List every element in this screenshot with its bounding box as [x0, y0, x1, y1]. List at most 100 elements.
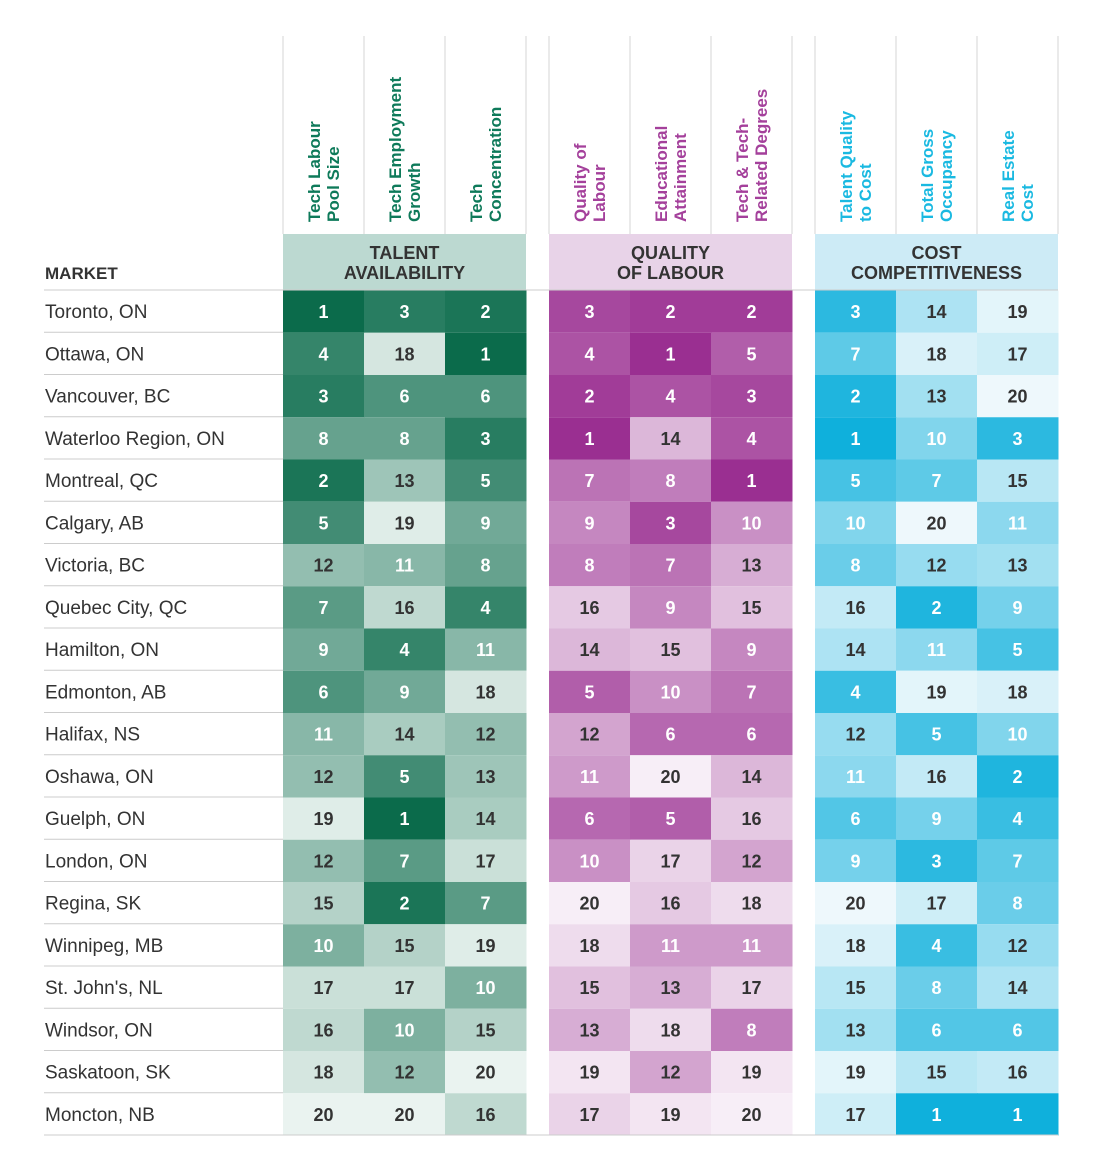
rank-value: 8	[850, 556, 860, 576]
rank-value: 19	[394, 513, 414, 533]
rank-cell	[896, 586, 978, 629]
rank-value: 20	[741, 1105, 761, 1125]
rank-value: 7	[1012, 851, 1022, 871]
rank-value: 6	[931, 1020, 941, 1040]
rank-cell	[977, 966, 1059, 1009]
rank-value: 12	[579, 725, 599, 745]
rank-value: 9	[399, 682, 409, 702]
rank-cell	[630, 882, 712, 925]
rank-cell	[711, 628, 793, 671]
rank-cell	[630, 375, 712, 418]
rank-cell	[445, 586, 527, 629]
rank-cell	[630, 417, 712, 460]
rank-cell	[977, 1093, 1059, 1136]
rank-cell	[283, 713, 365, 756]
rank-cell	[549, 459, 631, 502]
rank-value: 13	[660, 978, 680, 998]
rank-value: 17	[475, 851, 495, 871]
rank-value: 20	[926, 513, 946, 533]
rank-value: 7	[850, 344, 860, 364]
rank-cell	[815, 417, 897, 460]
rank-cell	[815, 1051, 897, 1094]
rank-cell	[364, 713, 446, 756]
rank-cell	[815, 713, 897, 756]
market-label: Quebec City, QC	[45, 598, 187, 619]
rank-value: 11	[1008, 513, 1027, 533]
rank-cell	[977, 1008, 1059, 1051]
rank-value: 12	[475, 725, 495, 745]
rank-value: 8	[318, 429, 328, 449]
rank-cell	[977, 375, 1059, 418]
rank-cell	[977, 501, 1059, 544]
rank-value: 15	[926, 1063, 946, 1083]
rank-value: 16	[1007, 1063, 1027, 1083]
rank-cell	[977, 713, 1059, 756]
rank-cell	[815, 1093, 897, 1136]
rank-cell	[896, 375, 978, 418]
rank-cell	[896, 713, 978, 756]
rank-cell	[977, 544, 1059, 587]
rank-cell	[364, 1093, 446, 1136]
rank-value: 20	[1007, 387, 1027, 407]
rank-value: 2	[399, 894, 409, 914]
market-label: Moncton, NB	[45, 1105, 155, 1126]
rank-cell	[445, 628, 527, 671]
rank-cell	[283, 1008, 365, 1051]
rank-value: 3	[1012, 429, 1022, 449]
rank-value: 19	[660, 1105, 680, 1125]
rank-value: 5	[1012, 640, 1022, 660]
market-label: Montreal, QC	[45, 471, 158, 492]
rank-value: 19	[313, 809, 333, 829]
rank-value: 9	[318, 640, 328, 660]
rank-cell	[630, 713, 712, 756]
rank-cell	[711, 755, 793, 798]
rank-cell	[283, 459, 365, 502]
rank-cell	[549, 417, 631, 460]
rank-value: 3	[318, 387, 328, 407]
rank-cell	[815, 797, 897, 840]
market-label: Ottawa, ON	[45, 344, 144, 365]
rank-value: 10	[741, 513, 761, 533]
rank-cell	[896, 670, 978, 713]
rank-cell	[364, 924, 446, 967]
rank-value: 15	[475, 1020, 495, 1040]
rank-cell	[364, 797, 446, 840]
rank-value: 17	[579, 1105, 599, 1125]
rank-cell	[896, 417, 978, 460]
market-label: Hamilton, ON	[45, 640, 159, 661]
rank-value: 15	[579, 978, 599, 998]
rank-cell	[977, 839, 1059, 882]
rank-cell	[445, 966, 527, 1009]
rank-cell	[445, 332, 527, 375]
rank-cell	[549, 839, 631, 882]
rank-cell	[549, 924, 631, 967]
column-label-5-line-1: Related Degrees	[752, 89, 771, 222]
rank-cell	[896, 839, 978, 882]
rank-value: 17	[845, 1105, 865, 1125]
rank-value: 12	[845, 725, 865, 745]
column-label-4-line-1: Attainment	[671, 133, 690, 222]
rank-value: 6	[1012, 1020, 1022, 1040]
rank-cell	[896, 501, 978, 544]
rank-cell	[283, 501, 365, 544]
rank-value: 18	[741, 894, 761, 914]
column-label-2-line-0: Tech	[467, 184, 486, 222]
rank-cell	[815, 375, 897, 418]
rank-value: 19	[475, 936, 495, 956]
rank-cell	[896, 966, 978, 1009]
rank-cell	[283, 544, 365, 587]
rank-value: 10	[926, 429, 946, 449]
column-label-7-line-0: Total Gross	[918, 129, 937, 222]
column-label-1-line-0: Tech Employment	[386, 77, 405, 222]
market-label: Waterloo Region, ON	[45, 429, 225, 450]
rank-cell	[896, 628, 978, 671]
rank-value: 15	[1007, 471, 1027, 491]
rank-cell	[977, 586, 1059, 629]
rank-value: 9	[1012, 598, 1022, 618]
rank-value: 20	[313, 1105, 333, 1125]
market-label: London, ON	[45, 851, 147, 872]
rank-value: 5	[399, 767, 409, 787]
market-label: Winnipeg, MB	[45, 936, 163, 957]
rank-value: 15	[660, 640, 680, 660]
rank-cell	[630, 755, 712, 798]
